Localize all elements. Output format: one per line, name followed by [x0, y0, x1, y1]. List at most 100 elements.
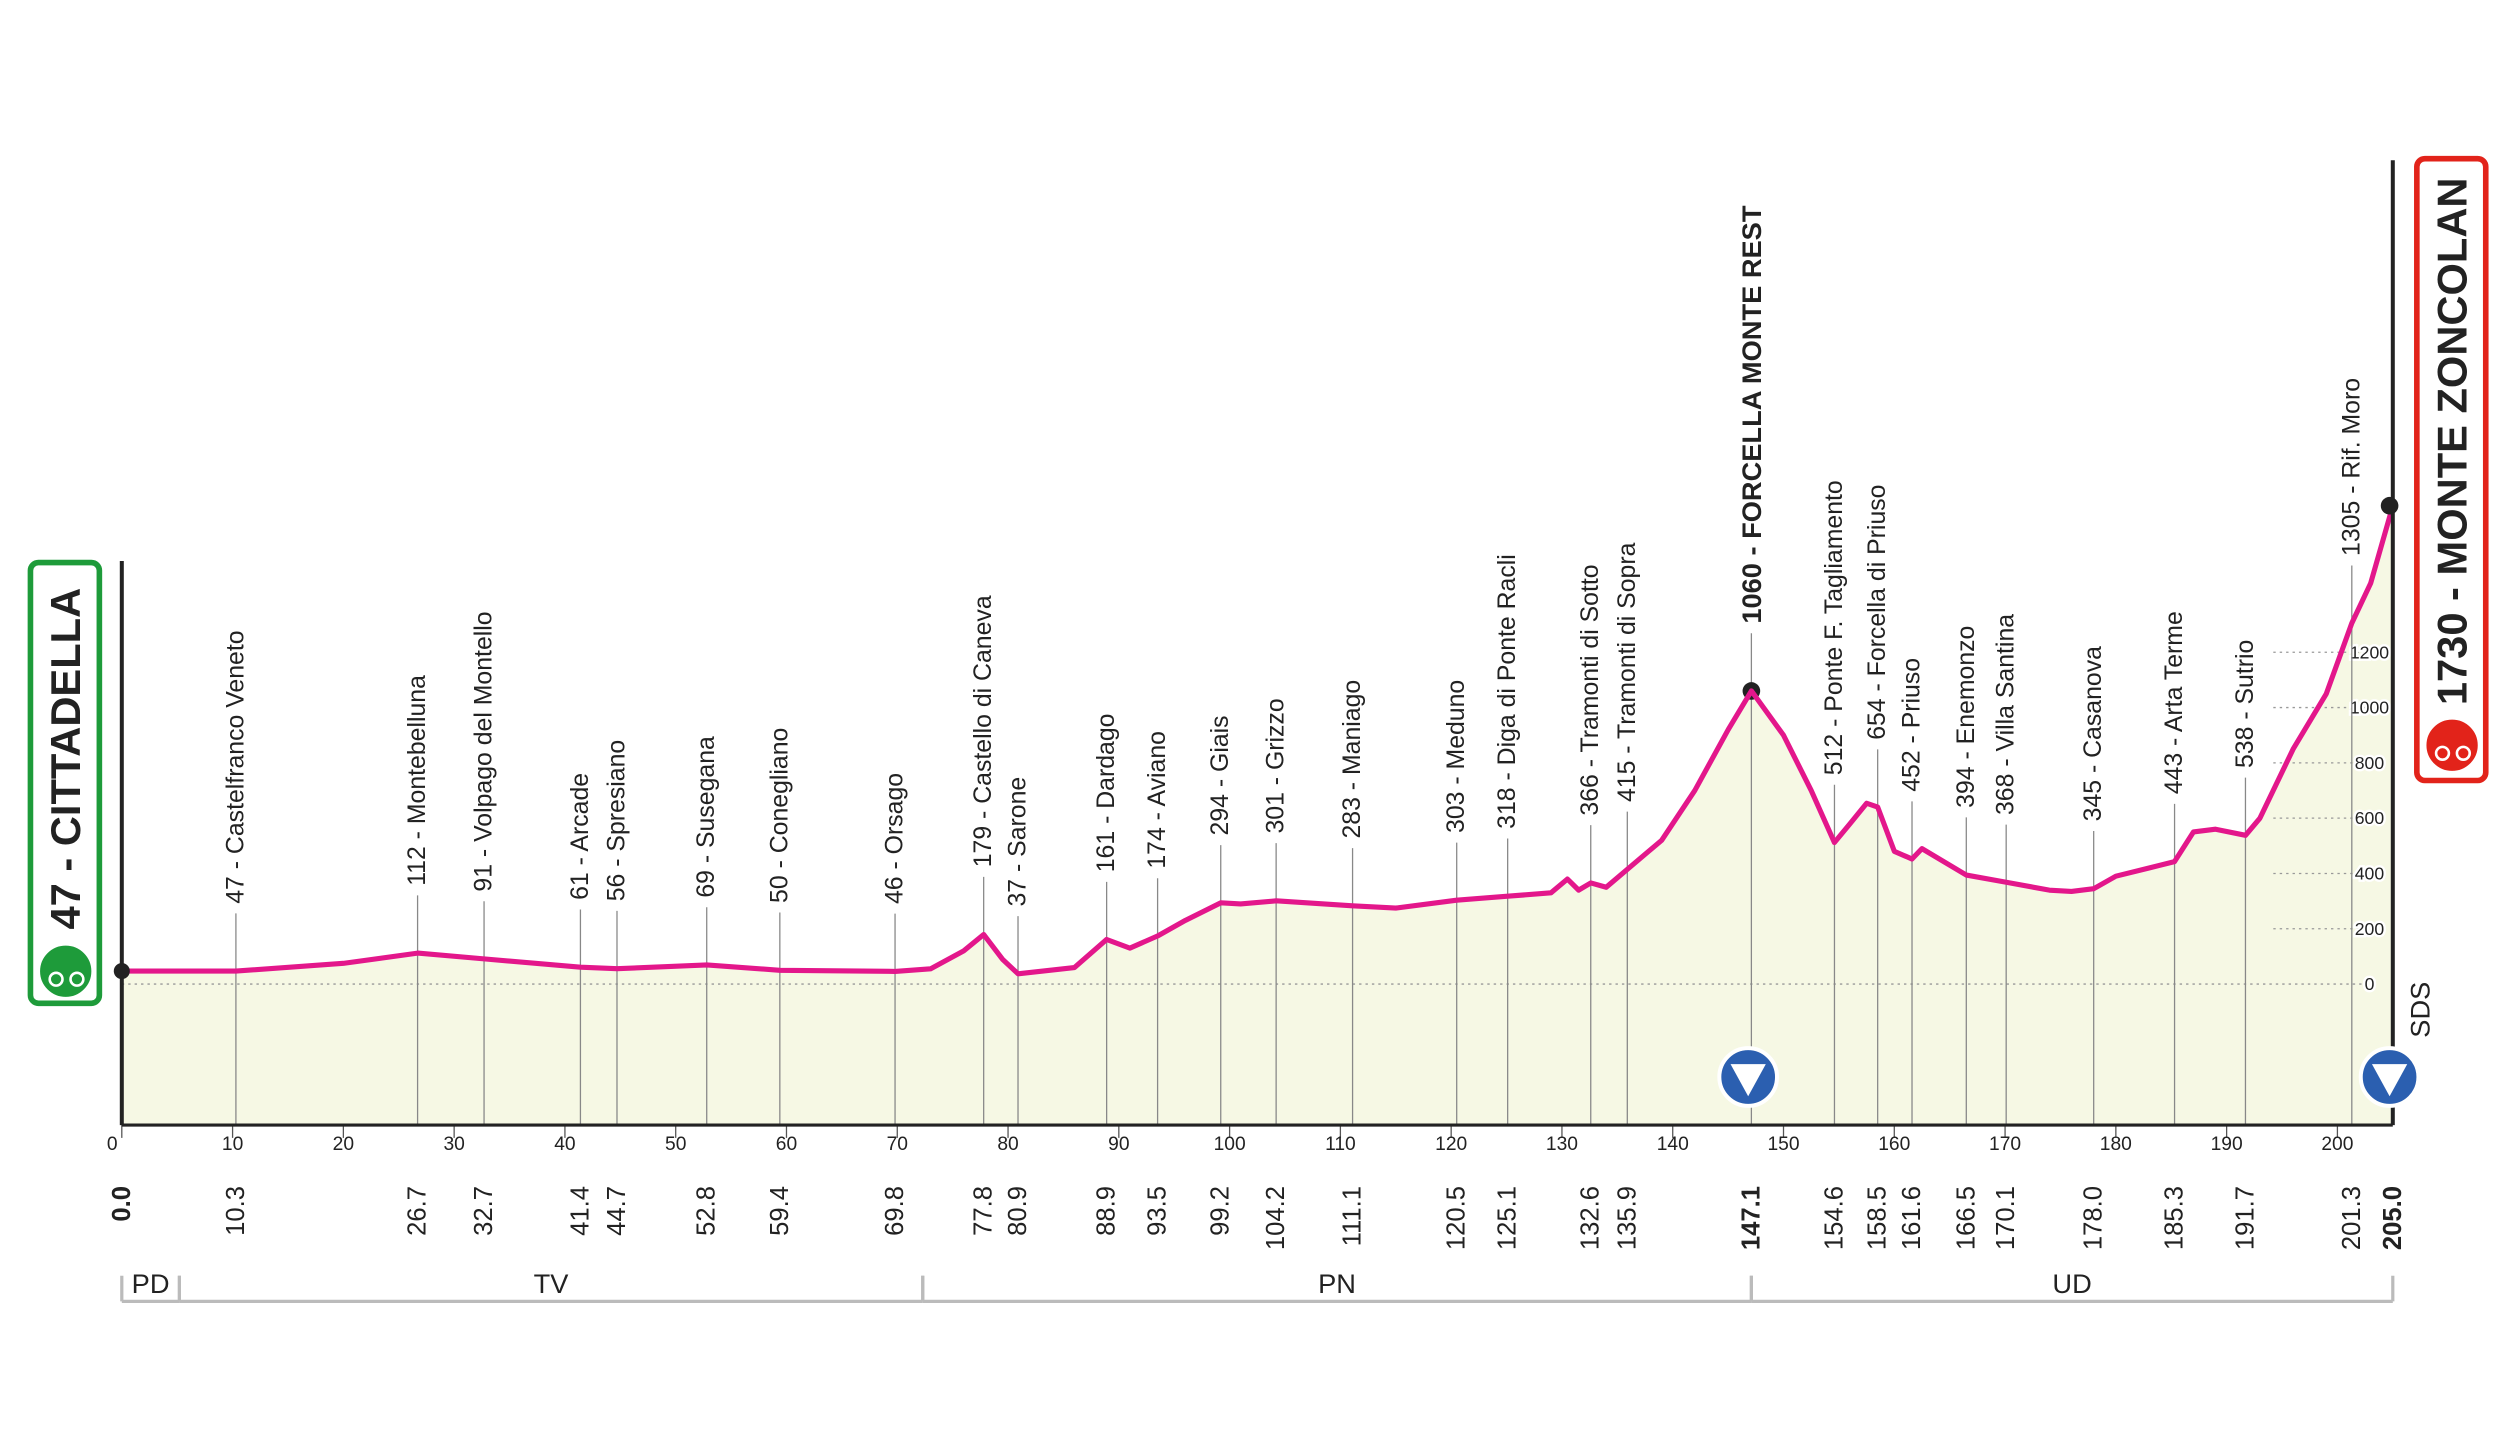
finish-icon [2423, 716, 2481, 775]
place-label: 1060 - FORCELLA MONTE REST [1736, 205, 1767, 624]
y-tick-label: 400 [2355, 863, 2385, 883]
place-label: 46 - Orsago [882, 773, 909, 904]
x-tick-label: 30 [443, 1134, 464, 1155]
finish-note: SDS [2405, 982, 2436, 1038]
km-label: 41.4 [566, 1186, 594, 1236]
km-label: 185.3 [2161, 1186, 2189, 1250]
km-label: 59.4 [766, 1186, 794, 1236]
start-label: 47 - CITTADELLA [42, 588, 89, 930]
place-label: 366 - Tramonti di Sotto [1577, 564, 1604, 815]
x-tick-label: 10 [222, 1134, 243, 1155]
x-tick-label: 70 [887, 1134, 908, 1155]
km-label: 125.1 [1494, 1186, 1522, 1250]
km-label: 88.9 [1093, 1186, 1121, 1236]
km-label: 69.8 [881, 1186, 909, 1236]
y-tick-label: 800 [2355, 753, 2385, 773]
km-label: 120.5 [1443, 1186, 1471, 1250]
place-label: 415 - Tramonti di Sopra [1614, 542, 1641, 802]
km-label: 170.1 [1992, 1186, 2020, 1250]
place-label: 161 - Dardago [1093, 714, 1120, 873]
x-tick-label: 190 [2211, 1134, 2243, 1155]
x-tick-label: 0 [107, 1134, 118, 1155]
finish-km-label: 205.0 [2379, 1186, 2407, 1250]
region-label: UD [2052, 1268, 2091, 1299]
km-label: 161.6 [1898, 1186, 1926, 1250]
place-label: 394 - Enemonzo [1953, 626, 1980, 808]
x-tick-label: 120 [1435, 1134, 1467, 1155]
finish-icon-wheel [2434, 745, 2451, 761]
x-tick-label: 20 [333, 1134, 354, 1155]
km-label: 93.5 [1144, 1186, 1172, 1236]
km-label: 80.9 [1004, 1186, 1032, 1236]
x-tick-label: 50 [665, 1134, 686, 1155]
start-box [27, 559, 103, 1007]
y-tick-label: 0 [2365, 974, 2375, 994]
km-label: 178.0 [2080, 1186, 2108, 1250]
km-label: 147.1 [1737, 1186, 1765, 1250]
place-label: 368 - Villa Santina [1993, 614, 2020, 815]
finish-icon-wheel [2455, 745, 2472, 761]
km-label: 158.5 [1864, 1186, 1892, 1250]
km-label: 99.2 [1207, 1186, 1235, 1236]
place-label: 179 - Castello di Caneva [970, 595, 997, 867]
km-label: 44.7 [603, 1186, 631, 1236]
km-label: 77.8 [970, 1186, 998, 1236]
place-label: 512 - Ponte F. Tagliamento [1821, 480, 1848, 775]
km-label: 201.3 [2338, 1186, 2366, 1250]
profile-line [121, 505, 2396, 977]
place-label: 174 - Aviano [1144, 731, 1171, 869]
place-label: 318 - Diga di Ponte Racli [1494, 554, 1521, 829]
climb-marker-arrow [2371, 1064, 2408, 1097]
y-tick-label: 1200 [2350, 642, 2389, 662]
start-dot [113, 963, 130, 980]
place-label: 112 - Montebelluna [404, 675, 431, 886]
x-tick-label: 140 [1657, 1134, 1689, 1155]
km-label: 10.3 [222, 1186, 250, 1236]
x-tick-label: 160 [1878, 1134, 1910, 1155]
place-label: 538 - Sutrio [2232, 640, 2259, 768]
place-label: 283 - Maniago [1339, 680, 1366, 839]
region-label: PD [132, 1268, 170, 1299]
y-tick-label: 600 [2355, 808, 2385, 828]
km-label: 32.7 [470, 1186, 498, 1236]
x-tick-label: 110 [1325, 1134, 1356, 1155]
place-label: 69 - Susegana [693, 736, 720, 898]
km-label: 166.5 [1952, 1186, 1980, 1250]
km-label: 52.8 [693, 1186, 721, 1236]
km-label: 132.6 [1577, 1186, 1605, 1250]
place-label: 294 - Giais [1207, 715, 1234, 835]
place-label: 37 - Sarone [1005, 777, 1032, 907]
x-tick-label: 130 [1546, 1134, 1578, 1155]
start-km-label: 0.0 [108, 1186, 136, 1222]
place-label: 303 - Meduno [1443, 680, 1470, 833]
km-label: 154.6 [1820, 1186, 1848, 1250]
place-label: 50 - Conegliano [766, 728, 793, 903]
place-label: 443 - Arta Terme [2161, 611, 2188, 794]
place-label: 61 - Arcade [567, 773, 594, 900]
region-label: TV [534, 1268, 570, 1299]
x-tick-label: 90 [1108, 1134, 1129, 1155]
place-label: 1305 - Rif. Moro [2338, 378, 2365, 556]
x-tick-label: 100 [1214, 1134, 1246, 1155]
place-label: 345 - Casanova [2080, 646, 2107, 821]
finish-label: 1730 - MONTE ZONCOLAN [2429, 177, 2476, 705]
y-tick-label: 1000 [2350, 698, 2389, 718]
x-tick-label: 80 [997, 1134, 1018, 1155]
place-label: 56 - Spresiano [603, 740, 630, 901]
place-label: 91 - Volpago del Montello [471, 611, 498, 891]
km-label: 111.1 [1339, 1186, 1367, 1246]
x-tick-label: 170 [1989, 1134, 2021, 1155]
km-label: 26.7 [404, 1186, 432, 1236]
place-label: 654 - Forcella di Priuso [1864, 484, 1891, 739]
finish-box [2414, 155, 2489, 784]
place-label: 47 - Castelfranco Veneto [222, 630, 249, 903]
km-label: 104.2 [1262, 1186, 1290, 1250]
km-label: 135.9 [1613, 1186, 1641, 1250]
y-tick-label: 200 [2355, 919, 2385, 939]
start-icon-wheel [48, 971, 64, 987]
km-label: 191.7 [2231, 1186, 2259, 1250]
start-icon [36, 942, 95, 1001]
